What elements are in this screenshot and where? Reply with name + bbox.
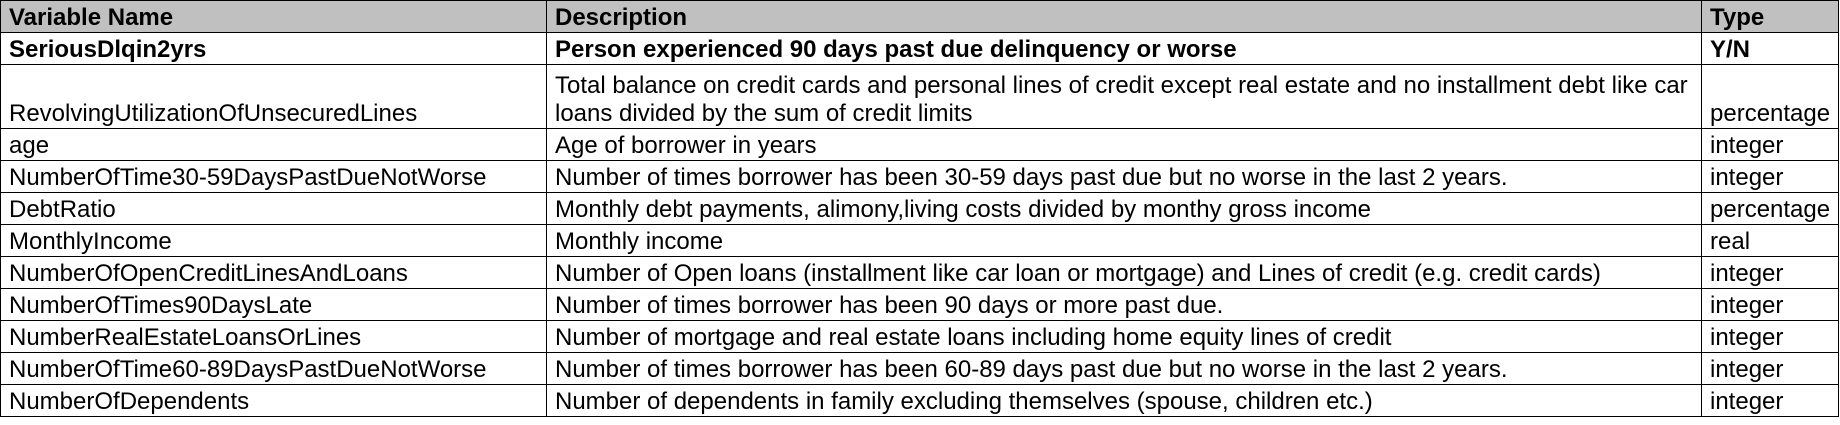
cell-variable-name[interactable]: NumberOfDependents bbox=[0, 384, 547, 417]
cell-description[interactable]: Person experienced 90 days past due deli… bbox=[546, 32, 1702, 65]
cell-variable-name[interactable]: DebtRatio bbox=[0, 192, 547, 225]
cell-variable-name[interactable]: NumberOfTimes90DaysLate bbox=[0, 288, 547, 321]
cell-variable-name[interactable]: NumberRealEstateLoansOrLines bbox=[0, 320, 547, 353]
header-type[interactable]: Type bbox=[1701, 0, 1839, 33]
cell-type[interactable]: integer bbox=[1701, 384, 1839, 417]
header-variable-name[interactable]: Variable Name bbox=[0, 0, 547, 33]
table-row: NumberOfTime60-89DaysPastDueNotWorse Num… bbox=[0, 352, 1839, 385]
cell-type[interactable]: integer bbox=[1701, 288, 1839, 321]
header-description[interactable]: Description bbox=[546, 0, 1702, 33]
cell-type[interactable]: integer bbox=[1701, 128, 1839, 161]
cell-description[interactable]: Number of times borrower has been 60-89 … bbox=[546, 352, 1702, 385]
cell-type[interactable]: integer bbox=[1701, 352, 1839, 385]
table-row: SeriousDlqin2yrs Person experienced 90 d… bbox=[0, 32, 1839, 65]
table-row: NumberOfDependents Number of dependents … bbox=[0, 384, 1839, 417]
cell-description[interactable]: Total balance on credit cards and person… bbox=[546, 64, 1702, 129]
table-row: NumberRealEstateLoansOrLines Number of m… bbox=[0, 320, 1839, 353]
header-row: Variable Name Description Type bbox=[0, 0, 1839, 33]
cell-variable-name[interactable]: age bbox=[0, 128, 547, 161]
table-row: MonthlyIncome Monthly income real bbox=[0, 224, 1839, 257]
cell-type[interactable]: real bbox=[1701, 224, 1839, 257]
table-row: RevolvingUtilizationOfUnsecuredLines Tot… bbox=[0, 64, 1839, 129]
table-row: age Age of borrower in years integer bbox=[0, 128, 1839, 161]
cell-description[interactable]: Age of borrower in years bbox=[546, 128, 1702, 161]
cell-type[interactable]: percentage bbox=[1701, 192, 1839, 225]
cell-description[interactable]: Number of times borrower has been 90 day… bbox=[546, 288, 1702, 321]
cell-description[interactable]: Monthly debt payments, alimony,living co… bbox=[546, 192, 1702, 225]
cell-type[interactable]: integer bbox=[1701, 160, 1839, 193]
cell-description[interactable]: Number of mortgage and real estate loans… bbox=[546, 320, 1702, 353]
cell-type[interactable]: Y/N bbox=[1701, 32, 1839, 65]
cell-description[interactable]: Number of times borrower has been 30-59 … bbox=[546, 160, 1702, 193]
cell-variable-name[interactable]: NumberOfTime60-89DaysPastDueNotWorse bbox=[0, 352, 547, 385]
cell-type[interactable]: integer bbox=[1701, 256, 1839, 289]
cell-variable-name[interactable]: RevolvingUtilizationOfUnsecuredLines bbox=[0, 64, 547, 129]
cell-description[interactable]: Number of dependents in family excluding… bbox=[546, 384, 1702, 417]
cell-type[interactable]: percentage bbox=[1701, 64, 1839, 129]
cell-variable-name[interactable]: NumberOfOpenCreditLinesAndLoans bbox=[0, 256, 547, 289]
table-row: NumberOfTimes90DaysLate Number of times … bbox=[0, 288, 1839, 321]
cell-description[interactable]: Number of Open loans (installment like c… bbox=[546, 256, 1702, 289]
cell-description[interactable]: Monthly income bbox=[546, 224, 1702, 257]
cell-variable-name[interactable]: SeriousDlqin2yrs bbox=[0, 32, 547, 65]
cell-type[interactable]: integer bbox=[1701, 320, 1839, 353]
cell-variable-name[interactable]: MonthlyIncome bbox=[0, 224, 547, 257]
cell-variable-name[interactable]: NumberOfTime30-59DaysPastDueNotWorse bbox=[0, 160, 547, 193]
table-row: NumberOfTime30-59DaysPastDueNotWorse Num… bbox=[0, 160, 1839, 193]
table-row: NumberOfOpenCreditLinesAndLoans Number o… bbox=[0, 256, 1839, 289]
table-row: DebtRatio Monthly debt payments, alimony… bbox=[0, 192, 1839, 225]
